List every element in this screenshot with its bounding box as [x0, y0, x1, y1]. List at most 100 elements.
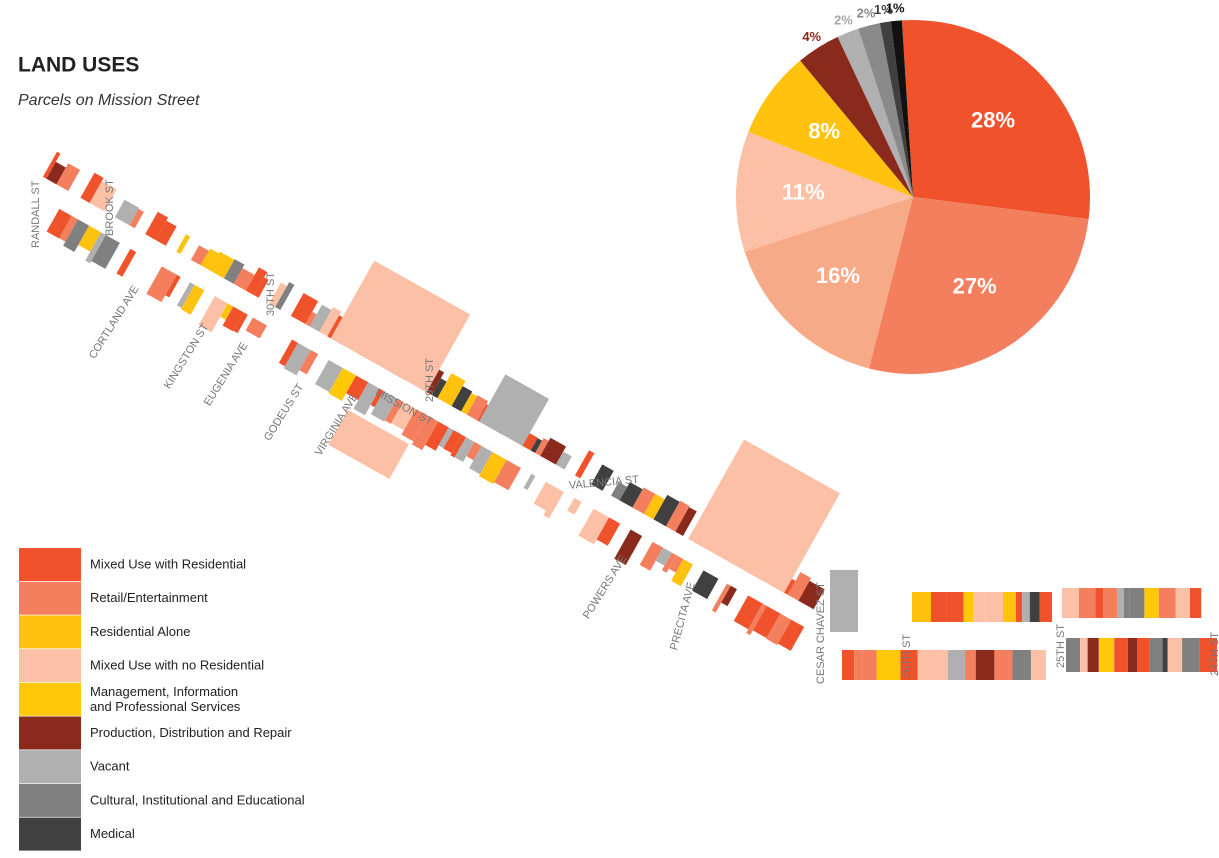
parcel — [973, 592, 985, 622]
parcel — [947, 650, 966, 680]
parcel — [328, 367, 357, 401]
pie-label: 2% — [857, 5, 876, 20]
street-label: BROOK ST — [104, 179, 116, 236]
pie-slice — [736, 131, 913, 252]
parcel — [1098, 638, 1115, 672]
parcel — [1029, 592, 1040, 622]
parcel — [1158, 588, 1176, 618]
parcel — [1015, 592, 1023, 622]
parcel — [523, 473, 536, 491]
legend-label: Cultural, Institutional and Educational — [90, 792, 305, 807]
parcel — [1175, 588, 1190, 618]
pie-label: 11% — [782, 179, 825, 204]
parcel — [611, 482, 628, 501]
legend-label: Mixed Use with no Residential — [90, 658, 264, 673]
parcel — [1012, 650, 1031, 680]
parcel — [275, 282, 295, 311]
parcel — [1114, 638, 1128, 672]
parcel — [655, 547, 672, 566]
parcel — [540, 437, 567, 465]
parcel — [574, 450, 595, 479]
parcel — [1137, 638, 1150, 672]
parcel — [1087, 638, 1099, 672]
parcel — [1062, 588, 1074, 618]
parcel — [353, 382, 380, 416]
legend-label: Medical — [90, 826, 135, 841]
pie-label: 8% — [808, 118, 840, 143]
parcel — [200, 248, 219, 271]
parcel — [777, 619, 805, 651]
legend-swatch — [19, 783, 81, 817]
street-label: 30TH ST — [265, 272, 277, 316]
parcel — [469, 445, 493, 475]
parcel — [661, 552, 677, 573]
parcel — [384, 398, 404, 424]
legend-label: Retail/Entertainment — [90, 590, 208, 605]
parcel — [912, 592, 931, 622]
parcel — [220, 303, 234, 320]
parcel — [401, 409, 428, 442]
parcel — [431, 378, 447, 399]
horizontal-parcels — [830, 570, 1217, 680]
pie-label: 16% — [816, 263, 860, 288]
parcel — [884, 650, 901, 680]
parcel — [461, 392, 478, 415]
parcel — [1189, 588, 1196, 618]
legend-swatch — [19, 750, 81, 784]
parcel — [330, 260, 471, 393]
parcel — [591, 464, 614, 491]
parcel — [466, 441, 482, 461]
parcel — [830, 570, 858, 632]
parcel — [917, 650, 927, 680]
pie-slice — [890, 20, 913, 197]
parcel — [619, 482, 643, 508]
parcel — [1117, 588, 1125, 618]
parcel — [1127, 638, 1138, 672]
legend-swatch — [19, 682, 81, 716]
parcel — [665, 500, 690, 532]
street-label: 29TH ST — [424, 358, 436, 402]
parcel — [1124, 588, 1130, 618]
pie-slice — [748, 60, 913, 197]
parcel — [346, 375, 369, 401]
parcel — [653, 494, 680, 527]
parcel — [443, 430, 462, 454]
parcel — [543, 488, 564, 519]
street-label: KINGSTON ST — [162, 321, 212, 391]
parcel — [245, 267, 268, 296]
parcel — [254, 277, 269, 298]
parcel — [451, 386, 473, 412]
parcel — [711, 583, 731, 613]
parcel — [643, 493, 665, 520]
parcel — [129, 208, 144, 229]
parcel — [1195, 588, 1202, 618]
parcel — [1103, 588, 1118, 618]
parcel — [1167, 638, 1183, 672]
pie-label: 4% — [802, 29, 821, 44]
parcel — [222, 306, 244, 332]
street-label: POWERS AVE — [581, 553, 630, 621]
parcel — [146, 266, 177, 303]
pie-label: 27% — [953, 274, 997, 299]
parcel — [46, 208, 72, 239]
parcel — [639, 541, 664, 571]
parcel — [1030, 650, 1046, 680]
parcel — [876, 650, 885, 680]
parcel — [668, 555, 684, 573]
parcel — [787, 572, 812, 601]
street-label: CESAR CHAVEZ ST — [815, 582, 827, 684]
parcel — [370, 390, 398, 422]
parcel — [963, 592, 974, 622]
parcel — [56, 163, 81, 191]
parcel — [1003, 592, 1016, 622]
title: LAND USES — [18, 54, 139, 77]
parcel — [155, 220, 177, 246]
street-label: PRECITA AVE — [668, 581, 698, 652]
parcel — [165, 274, 181, 298]
parcel — [854, 650, 863, 680]
legend-label: Vacant — [90, 759, 130, 774]
parcel — [209, 251, 235, 279]
parcel — [1080, 638, 1088, 672]
legend-label: Mixed Use with Residential — [90, 556, 246, 571]
